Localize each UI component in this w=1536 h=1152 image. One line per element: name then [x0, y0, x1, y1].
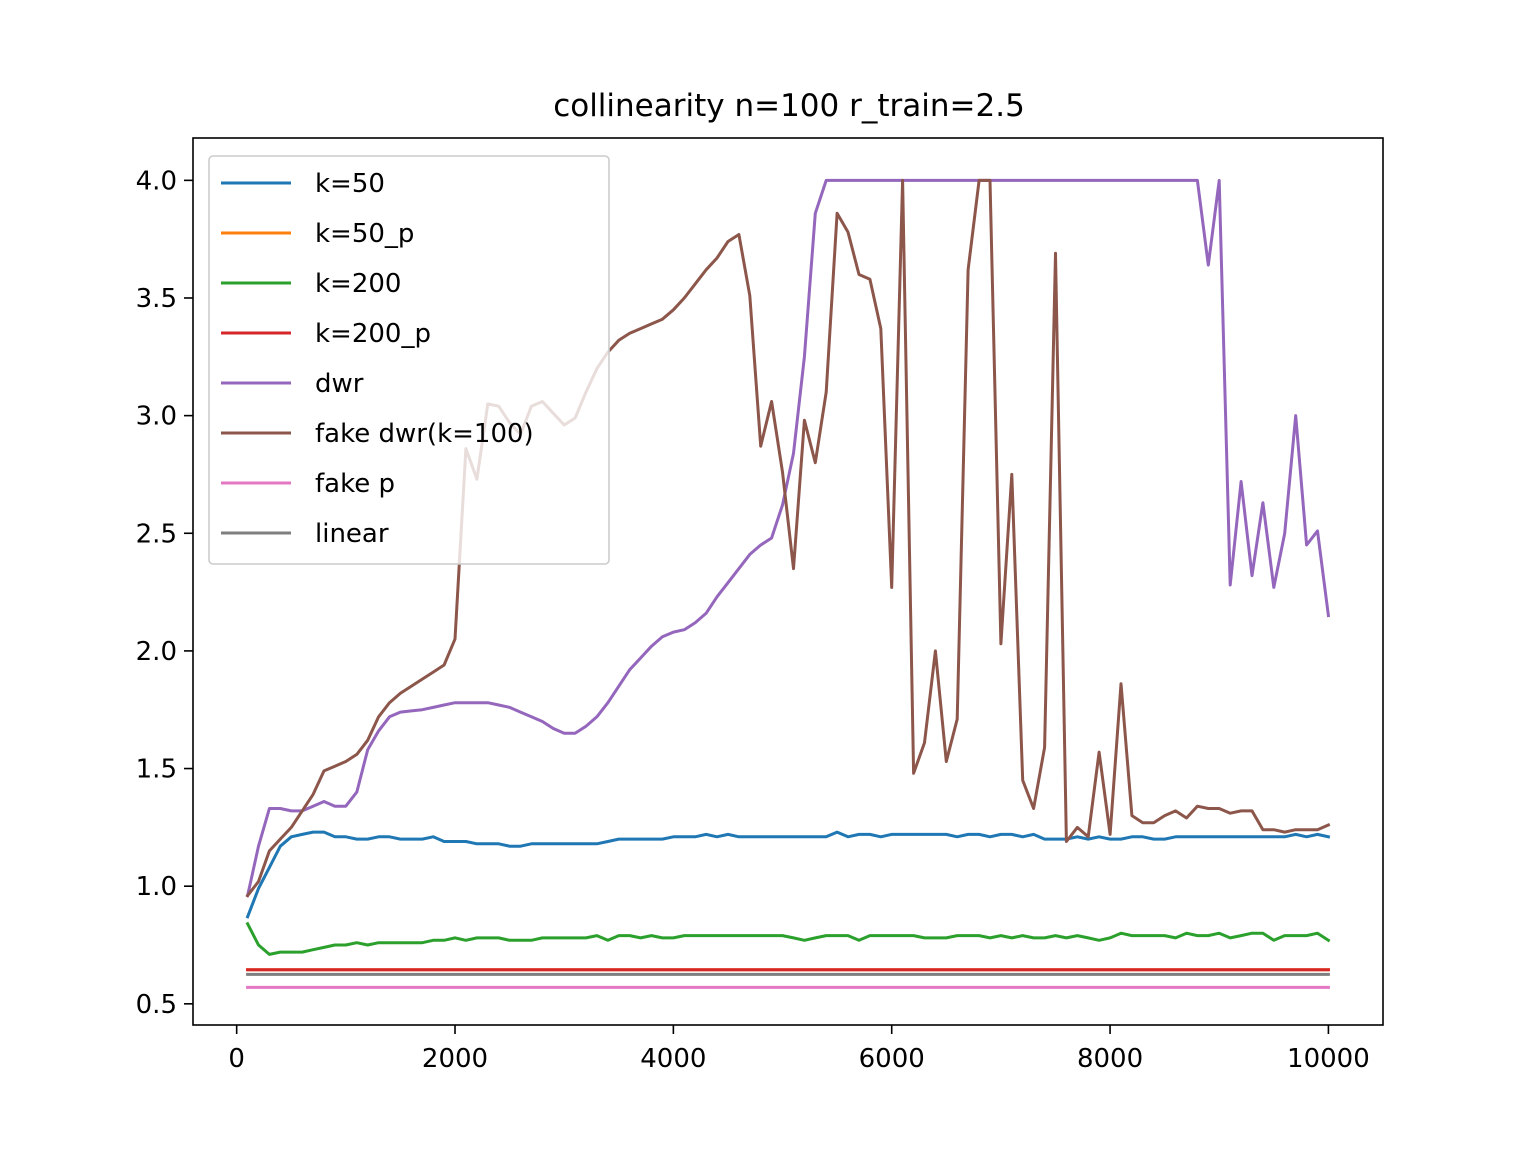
x-tick-label: 6000: [859, 1044, 925, 1074]
y-tick-label: 3.5: [136, 284, 177, 314]
legend-label-2: k=200: [315, 269, 401, 299]
series-line-0: [245, 830, 1331, 919]
y-tick-label: 4.0: [136, 166, 177, 196]
legend-label-7: linear: [315, 519, 389, 549]
x-tick-label: 8000: [1077, 1044, 1143, 1074]
x-tick-label: 4000: [640, 1044, 706, 1074]
series-line-2: [245, 921, 1331, 956]
y-axis: 0.5 1.0 1.5 2.0 2.5 3.0 3.5 4.0: [136, 166, 193, 1020]
legend-label-0: k=50: [315, 169, 385, 199]
x-tick-label: 2000: [422, 1044, 488, 1074]
legend-label-1: k=50_p: [315, 219, 414, 249]
x-axis: 0 2000 4000 6000 8000 10000: [228, 1025, 1370, 1074]
x-tick-label: 10000: [1287, 1044, 1370, 1074]
legend-label-4: dwr: [315, 369, 364, 399]
series-line-5: [245, 178, 1331, 898]
axes-border: [192, 137, 1384, 1026]
y-tick-label: 0.5: [136, 990, 177, 1020]
series-line-4: [245, 178, 1331, 898]
legend-box: [208, 155, 610, 565]
series-layer: [245, 178, 1331, 989]
chart-title: collinearity n=100 r_train=2.5: [553, 88, 1025, 124]
legend-label-5: fake dwr(k=100): [315, 419, 534, 449]
legend-label-6: fake p: [315, 469, 395, 499]
y-tick-label: 3.0: [136, 402, 177, 432]
y-tick-label: 2.0: [136, 637, 177, 667]
y-tick-label: 2.5: [136, 519, 177, 549]
legend-label-3: k=200_p: [315, 319, 431, 349]
y-tick-label: 1.0: [136, 872, 177, 902]
y-tick-label: 1.5: [136, 755, 177, 785]
x-tick-label: 0: [228, 1044, 245, 1074]
